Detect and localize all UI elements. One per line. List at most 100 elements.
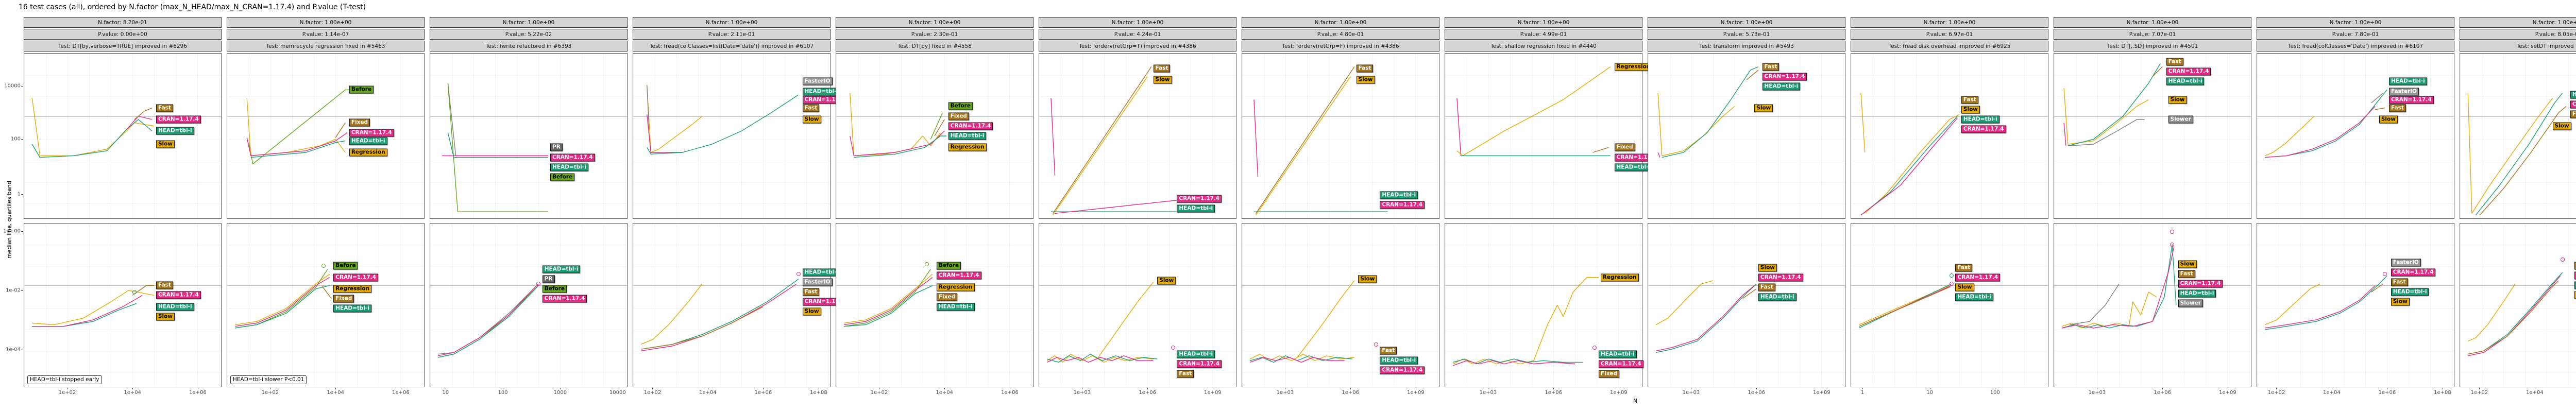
direct-label: CRAN=1.17.4 — [1598, 360, 1643, 368]
x-tick-label: 1e+02 — [870, 390, 888, 396]
series-lines — [1851, 54, 2048, 218]
series-lines — [1648, 54, 1845, 218]
facet-strip-test: Test: fread(colClasses='Date') improved … — [2257, 41, 2454, 52]
direct-label: CRAN=1.17.4 — [1955, 273, 2001, 282]
x-axis-ticks: 1e+02 1e+04 1e+06 — [836, 388, 1033, 397]
facet-strip-pvalue: P.value: 0.00e+00 — [24, 29, 222, 40]
series-lines — [1445, 54, 1642, 218]
series-line — [438, 285, 538, 357]
x-axis-ticks: 1e+02 1e+04 1e+06 — [24, 388, 222, 397]
x-tick-label: 100 — [498, 390, 508, 396]
panel-kilobytes: HEAD=tbl-i FasterIO CRAN=1.17.4 Fast Slow — [2257, 53, 2454, 219]
series-line — [1593, 147, 1609, 152]
direct-label: CRAN=1.17.4 — [1762, 73, 1807, 81]
direct-label: Fast — [802, 288, 820, 296]
direct-label: Fast — [2574, 262, 2576, 270]
x-axis-ticks: 1e+03 1e+06 1e+09 — [1242, 388, 1439, 397]
direct-label: CRAN=1.17.4 — [2391, 268, 2436, 277]
series-line — [844, 269, 930, 327]
direct-label: HEAD=tbl-i — [948, 132, 987, 140]
series-line — [32, 98, 154, 156]
reference-line — [836, 285, 1033, 286]
panel-seconds: HEAD=tbl-i PR Before CRAN=1.17.4 — [430, 223, 628, 387]
direct-label: Slow — [2552, 122, 2571, 130]
reference-line — [1851, 116, 2048, 117]
reference-line — [227, 116, 424, 117]
series-line — [1656, 281, 1713, 325]
direct-label: CRAN=1.17.4 — [2178, 280, 2223, 288]
direct-label: HEAD=tbl-i — [542, 265, 581, 273]
x-tick-label: 1e+06 — [1001, 390, 1019, 396]
reference-line — [1648, 285, 1845, 286]
facet-strip-test: Test: DT[by,verbose=TRUE] improved in #6… — [24, 41, 222, 52]
series-lines — [2054, 54, 2251, 218]
panel-annotation: HEAD=tbl-i slower P<0.01 — [230, 375, 307, 384]
direct-label: Fast — [1955, 264, 1973, 272]
series-lines — [24, 54, 221, 218]
direct-label: Slow — [1153, 76, 1172, 84]
panel-kilobytes: Fast CRAN=1.17.4 HEAD=tbl-i Slow — [24, 53, 222, 219]
direct-label: Slow — [1955, 283, 1974, 291]
series-line — [448, 83, 548, 212]
direct-label: Slow — [2379, 115, 2398, 124]
x-tick-label: 1e+03 — [1073, 390, 1091, 396]
direct-label: Slow — [156, 140, 175, 148]
x-tick-label: 1000 — [553, 390, 567, 396]
series-lines — [2257, 54, 2454, 218]
x-tick-label: 1e+09 — [2219, 390, 2236, 396]
panel-seconds: Regression HEAD=tbl-i CRAN=1.17.4 Fixed — [1445, 223, 1643, 387]
direct-label: Before — [333, 262, 358, 270]
series-line — [2468, 276, 2561, 355]
x-tick-label: 1e+02 — [643, 390, 662, 396]
direct-label: Before — [542, 285, 567, 293]
direct-label: Slower — [2178, 299, 2204, 307]
series-line — [438, 285, 538, 357]
series-line — [1859, 287, 1950, 327]
series-line — [2371, 93, 2383, 103]
series-line — [247, 133, 347, 156]
point-marker — [2170, 243, 2175, 247]
facet-strip-test: Test: forderv(retGrp=T) improved in #438… — [1039, 41, 1236, 52]
panel-kilobytes: Fast Slow CRAN=1.17.4 HEAD=tbl-i — [1039, 53, 1236, 219]
series-lines — [1039, 54, 1236, 218]
facet-column: N.factor: 1.00e+00 P.value: 1.14e-07 Test:… — [227, 0, 425, 412]
facet-strip-test: Test: shallow regression fixed in #4440 — [1445, 41, 1642, 52]
x-tick-label: 1e+09 — [1610, 390, 1628, 396]
direct-label: Regression — [333, 285, 372, 293]
x-tick-mark — [2479, 388, 2480, 389]
series-line — [1457, 98, 1461, 156]
series-line — [2476, 93, 2563, 215]
direct-label: CRAN=1.17.4 — [1177, 360, 1222, 368]
direct-label: Slow — [1356, 76, 1375, 84]
x-tick-label: 1e+06 — [1139, 390, 1156, 396]
facet-column: N.factor: 8.20e-01 P.value: 0.00e+00 Test:… — [24, 0, 222, 412]
panel-kilobytes: Before Fixed CRAN=1.17.4 HEAD=tbl-i Regressi… — [227, 53, 425, 219]
facet-strip-nfactor: N.factor: 1.00e+00 — [2257, 17, 2454, 28]
x-tick-label: 1e+04 — [699, 390, 717, 396]
x-tick-label: 1e+03 — [1276, 390, 1294, 396]
direct-label: Before — [349, 85, 374, 94]
reference-line — [430, 285, 627, 286]
facet-column: N.factor: 1.00e+00 P.value: 5.73e-01 Test:… — [1648, 0, 1845, 412]
reference-line — [633, 285, 830, 286]
series-lines — [2460, 224, 2576, 387]
series-line — [2068, 63, 2161, 146]
reference-line — [1039, 285, 1236, 286]
direct-label: CRAN=1.17.4 — [2388, 96, 2434, 104]
direct-label: CRAN=1.17.4 — [156, 291, 201, 299]
panel-seconds: Slow Fast CRAN=1.17.4 HEAD=tbl-i Slower — [2054, 223, 2251, 387]
direct-label: Before — [948, 102, 973, 110]
direct-label: Fast — [1762, 63, 1780, 71]
x-tick-mark — [132, 388, 133, 389]
series-line — [448, 133, 548, 158]
x-tick-label: 100 — [1990, 390, 2000, 396]
series-line — [647, 95, 799, 154]
panel-kilobytes: Before Fixed CRAN=1.17.4 HEAD=tbl-i Regressi… — [836, 53, 1033, 219]
series-line — [1297, 281, 1354, 357]
series-line — [1861, 118, 1957, 215]
direct-label: HEAD=tbl-i — [1614, 163, 1653, 171]
x-tick-label: 1e+04 — [327, 390, 344, 396]
facet-strip-test: Test: fwrite refactored in #6393 — [430, 41, 628, 52]
series-line — [2265, 116, 2314, 156]
series-line — [1747, 70, 1758, 80]
